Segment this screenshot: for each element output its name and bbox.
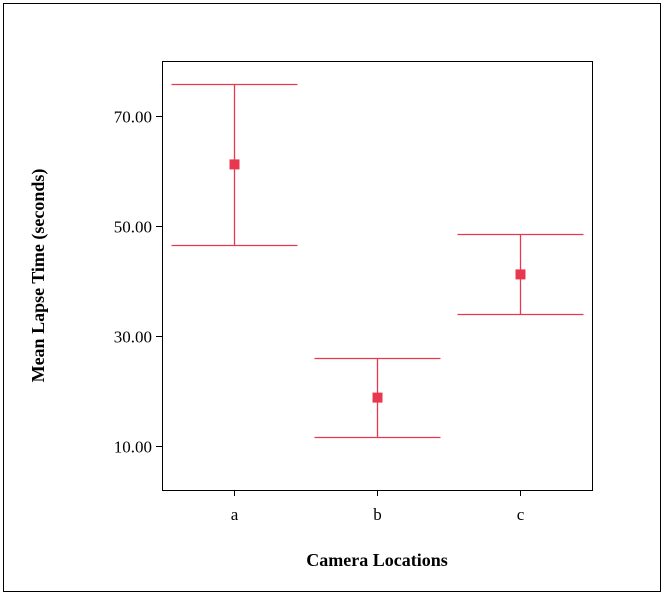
x-tick-label: b: [373, 505, 382, 524]
x-axis-title: Camera Locations: [306, 550, 447, 570]
x-tick-label: c: [517, 505, 525, 524]
mean-marker: [372, 392, 383, 403]
mean-marker: [515, 269, 526, 280]
y-tick-label: 10.00: [114, 438, 152, 457]
y-tick-label: 50.00: [114, 218, 152, 237]
chart-frame: [3, 3, 661, 592]
error-bars: [171, 83, 584, 439]
x-tick-label: a: [231, 505, 239, 524]
y-tick-label: 30.00: [114, 328, 152, 347]
y-axis-title: Mean Lapse Time (seconds): [28, 169, 49, 383]
y-axis-ticks: 10.00 30.00 50.00 70.00: [114, 108, 162, 457]
y-tick-label: 70.00: [114, 108, 152, 127]
x-axis-ticks: a b c: [231, 490, 525, 524]
mean-marker: [229, 159, 240, 170]
